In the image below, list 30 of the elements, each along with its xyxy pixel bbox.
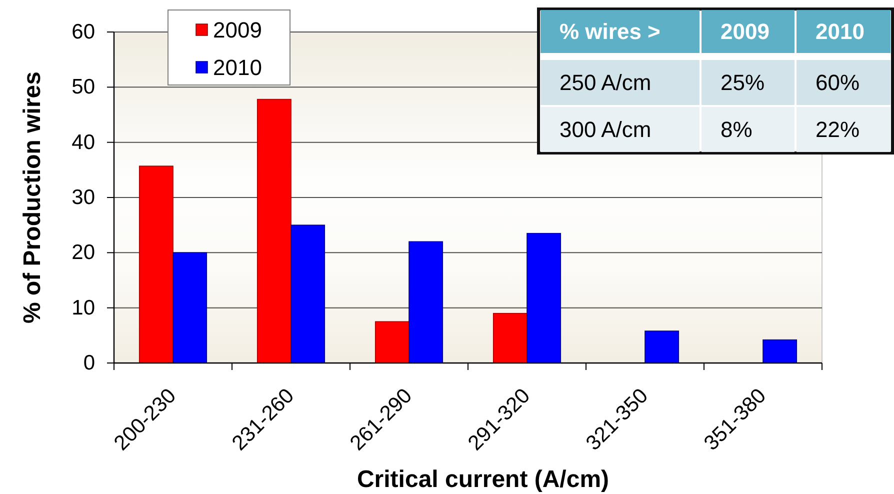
y-tick-label: 40 [72, 130, 95, 154]
bar [408, 241, 444, 364]
bar [762, 339, 798, 364]
bar [256, 98, 292, 364]
y-tick-label: 0 [83, 352, 95, 374]
y-tick-label: 20 [72, 241, 95, 264]
bar [644, 330, 680, 364]
annotation: 25% [720, 70, 765, 95]
annotation: 60% [816, 70, 860, 95]
y-axis-title: % of Production wires [19, 71, 46, 324]
legend-label: 2009 [213, 18, 262, 42]
bar [374, 321, 410, 364]
annotation: 2010 [816, 19, 864, 44]
x-axis-title: Critical current (A/cm) [356, 466, 610, 493]
y-tick-label: 30 [72, 186, 95, 209]
y-tick-label: 60 [72, 20, 95, 44]
bar [290, 224, 326, 364]
bar [138, 166, 174, 364]
bar [526, 232, 562, 364]
y-tick-label: 50 [72, 76, 95, 99]
annotation: % wires > [560, 19, 660, 44]
annotation: 250 A/cm [560, 70, 652, 95]
annotation: 22% [816, 117, 860, 142]
bar [492, 312, 528, 364]
bar [172, 252, 208, 364]
y-tick-label: 10 [72, 296, 95, 320]
annotation: 8% [720, 117, 752, 142]
annotation: 2009 [720, 19, 770, 44]
legend-label: 2010 [213, 55, 262, 80]
annotation: 300 A/cm [560, 117, 652, 142]
